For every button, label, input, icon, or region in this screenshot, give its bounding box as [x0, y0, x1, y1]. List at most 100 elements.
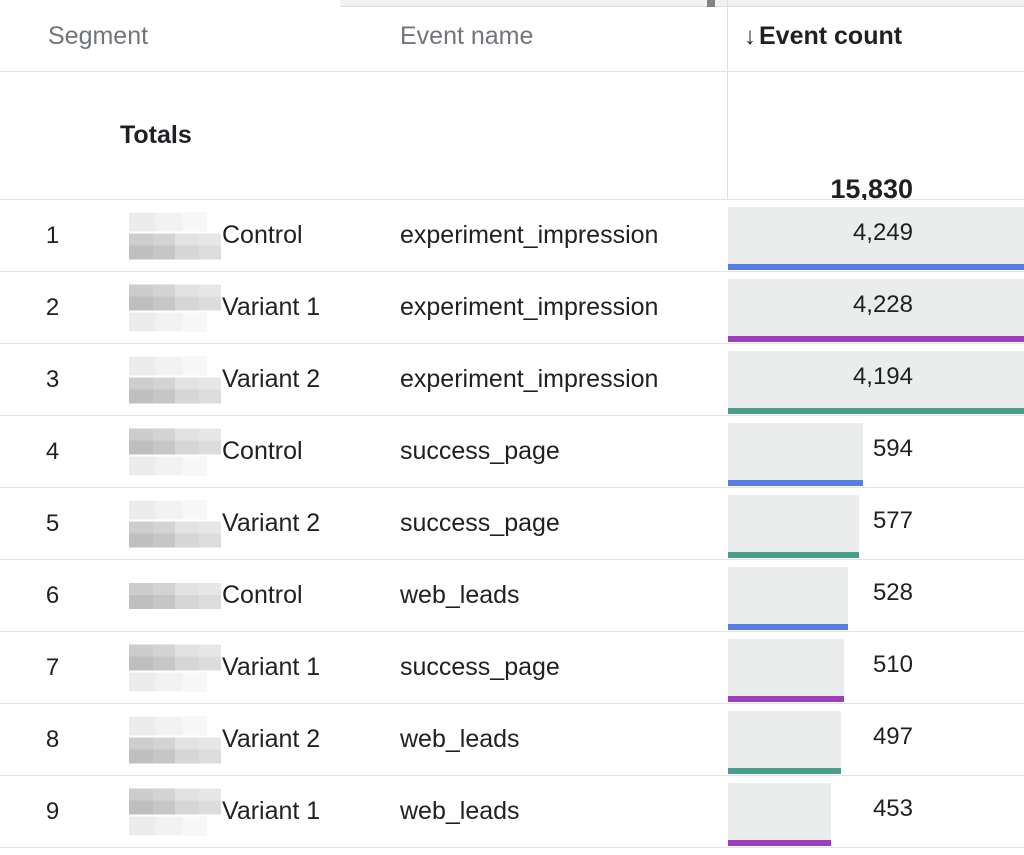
- redacted-segment-name: [125, 580, 225, 611]
- segment-name-mosaic-secondary: [129, 716, 207, 735]
- segment-name-mosaic: [129, 644, 221, 670]
- event-count-bar-fill: [728, 495, 859, 552]
- event-count-bar-fill: [728, 783, 831, 840]
- row-index: 5: [45, 509, 60, 537]
- table-row: 2 Variant 1 experiment_impression 4,228: [0, 272, 1024, 344]
- segment-name-mosaic-secondary: [129, 500, 207, 519]
- event-count-bar: [728, 495, 859, 558]
- event-count-bar: [728, 351, 1024, 414]
- cutoff-toolbar-strip: [340, 0, 1024, 7]
- event-count-bar: [728, 567, 848, 630]
- event-name-cell: web_leads: [400, 725, 520, 753]
- event-count-cell: 528: [728, 560, 1024, 631]
- event-count-bar-fill: [728, 351, 1024, 408]
- event-count-cell: 453: [728, 776, 1024, 847]
- event-name-cell: web_leads: [400, 797, 520, 825]
- segment-variant-label: Control: [222, 221, 303, 249]
- segment-name-mosaic-secondary: [129, 672, 207, 691]
- event-count-bar: [728, 423, 863, 486]
- variant-color-underline: [728, 336, 1024, 342]
- variant-color-underline: [728, 552, 859, 558]
- row-index: 1: [45, 221, 60, 249]
- table-row: 9 Variant 1 web_leads 453: [0, 776, 1024, 848]
- segment-variant-label: Variant 2: [222, 509, 321, 537]
- redacted-segment-name: [125, 714, 225, 765]
- variant-color-underline: [728, 480, 863, 486]
- segment-name-mosaic: [129, 521, 221, 547]
- segment-variant-label: Control: [222, 437, 303, 465]
- segment-variant-label: Variant 1: [222, 797, 321, 825]
- table-row: 8 Variant 2 web_leads 497: [0, 704, 1024, 776]
- event-count-bar-fill: [728, 279, 1024, 336]
- totals-event-count: 15,830: [830, 174, 913, 204]
- event-count-value: 453: [872, 794, 913, 822]
- event-count-cell: 497: [728, 704, 1024, 775]
- segment-name-mosaic: [129, 582, 221, 609]
- redacted-segment-name: [125, 282, 225, 333]
- segment-name-mosaic-secondary: [129, 356, 207, 375]
- segment-name-mosaic: [129, 284, 221, 310]
- row-index: 7: [45, 653, 60, 681]
- row-index: 3: [45, 365, 60, 393]
- event-count-bar-fill: [728, 423, 863, 480]
- row-index: 8: [45, 725, 60, 753]
- table-header-row: Segment Event name ↓ Event count: [0, 0, 1024, 72]
- variant-color-underline: [728, 408, 1024, 414]
- event-count-bar-fill: [728, 639, 844, 696]
- event-count-bar: [728, 639, 844, 702]
- totals-label: Totals: [120, 121, 192, 149]
- event-count-value: 4,249: [852, 218, 913, 246]
- redacted-segment-name: [125, 354, 225, 405]
- event-count-value: 594: [872, 434, 913, 462]
- event-name-cell: success_page: [400, 509, 560, 537]
- event-name-cell: experiment_impression: [400, 221, 659, 249]
- event-count-value: 4,194: [852, 362, 913, 390]
- event-name-cell: success_page: [400, 437, 560, 465]
- segment-variant-label: Variant 1: [222, 293, 321, 321]
- event-name-cell: experiment_impression: [400, 365, 659, 393]
- row-index: 9: [45, 797, 60, 825]
- segment-name-mosaic-secondary: [129, 212, 207, 231]
- row-index: 2: [45, 293, 60, 321]
- column-header-event-count[interactable]: ↓ Event count: [744, 0, 902, 72]
- event-count-cell: 594: [728, 416, 1024, 487]
- column-header-event-name[interactable]: Event name: [400, 21, 534, 50]
- event-name-cell: web_leads: [400, 581, 520, 609]
- variant-color-underline: [728, 624, 848, 630]
- segment-name-mosaic: [129, 788, 221, 814]
- table-row: 6 Control web_leads 528: [0, 560, 1024, 632]
- segment-name-mosaic: [129, 737, 221, 763]
- row-index: 4: [45, 437, 60, 465]
- segment-variant-label: Variant 2: [222, 725, 321, 753]
- event-count-value: 528: [872, 578, 913, 606]
- event-count-value: 577: [872, 506, 913, 534]
- redacted-segment-name: [125, 426, 225, 477]
- event-name-cell: experiment_impression: [400, 293, 659, 321]
- segment-name-mosaic-secondary: [129, 816, 207, 835]
- event-count-cell: 577: [728, 488, 1024, 559]
- column-header-segment[interactable]: Segment: [48, 21, 149, 50]
- table-row: 4 Control success_page 594: [0, 416, 1024, 488]
- event-count-cell: 4,194: [728, 344, 1024, 415]
- table-row: 1 Control experiment_impression 4,249: [0, 200, 1024, 272]
- event-count-bar-fill: [728, 567, 848, 624]
- event-count-value: 497: [872, 722, 913, 750]
- event-count-value: 510: [872, 650, 913, 678]
- column-header-event-count-label: Event count: [759, 21, 903, 50]
- segment-name-mosaic: [129, 233, 221, 259]
- totals-row: Totals 15,830 100% of total: [0, 72, 1024, 245]
- variant-color-underline: [728, 840, 831, 846]
- segment-variant-label: Variant 1: [222, 653, 321, 681]
- cutoff-ui-fragment: [707, 0, 715, 7]
- event-count-value: 4,228: [852, 290, 913, 318]
- table-row: 5 Variant 2 success_page 577: [0, 488, 1024, 560]
- event-count-cell: 4,228: [728, 272, 1024, 343]
- table-row: 7 Variant 1 success_page 510: [0, 632, 1024, 704]
- segment-name-mosaic: [129, 377, 221, 403]
- event-count-bar: [728, 783, 831, 846]
- redacted-segment-name: [125, 786, 225, 837]
- redacted-segment-name: [125, 498, 225, 549]
- event-name-cell: success_page: [400, 653, 560, 681]
- event-count-bar: [728, 207, 1024, 270]
